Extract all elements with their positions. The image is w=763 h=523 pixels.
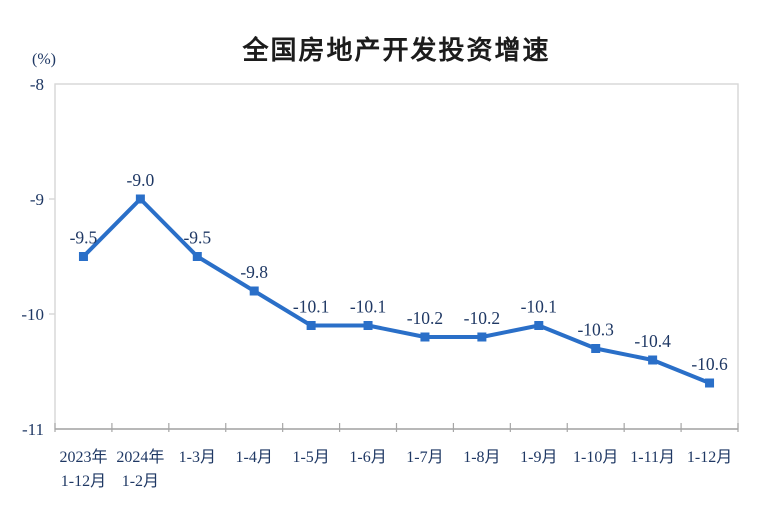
x-axis-category-label: 1-5月: [292, 449, 329, 466]
data-point-marker: [306, 321, 316, 330]
y-axis-tick-label: -11: [22, 420, 44, 439]
x-axis-category-label: 1-7月: [406, 449, 443, 466]
data-point-marker: [249, 286, 259, 296]
y-axis-tick-label: -9: [30, 190, 44, 209]
data-point-marker: [591, 344, 601, 353]
data-point-marker: [192, 252, 202, 261]
data-point-label: -10.1: [521, 297, 557, 317]
x-axis-category-label: 2023年: [59, 448, 107, 466]
plot-area-border: [54, 83, 739, 430]
data-point-label: -10.1: [350, 297, 386, 317]
x-axis-category-label: 1-4月: [236, 449, 273, 466]
data-point-label: -10.2: [464, 308, 500, 328]
data-point-marker: [648, 355, 658, 365]
chart-title: 全国房地产开发投资增速: [242, 35, 551, 65]
data-point-label: -10.2: [407, 308, 443, 328]
data-point-marker: [477, 332, 487, 342]
data-point-marker: [705, 378, 715, 388]
x-axis-category-label: 1-9月: [520, 449, 557, 466]
x-axis-category-label: 1-6月: [349, 449, 386, 466]
data-point-label: -9.5: [183, 228, 211, 248]
data-point-marker: [78, 252, 88, 261]
data-series-line: [81, 197, 712, 385]
x-axis-category-label: 1-8月: [463, 449, 500, 466]
x-axis-category-label: 1-12月: [687, 449, 732, 466]
data-point-marker: [420, 332, 430, 342]
y-axis-unit-label: (%): [32, 51, 56, 68]
data-point-label: -10.3: [577, 320, 614, 340]
data-point-label: -10.6: [691, 354, 728, 374]
data-point-label: -10.1: [293, 297, 329, 317]
x-axis-category-label: 1-11月: [630, 449, 675, 466]
data-point-marker: [135, 194, 145, 204]
data-point-label: -10.4: [634, 331, 671, 351]
data-point-label: -9.5: [70, 228, 98, 248]
x-axis-category-label: 2024年: [116, 448, 164, 466]
x-axis-category-label: 1-10月: [573, 449, 618, 466]
y-axis-tick-label: -10: [21, 305, 44, 324]
y-axis-tick-label: -8: [30, 75, 44, 94]
data-point-marker: [363, 321, 373, 330]
x-axis-category-label: 1-2月: [122, 473, 159, 490]
data-point-marker: [534, 321, 544, 330]
data-point-label: -9.0: [127, 170, 155, 190]
data-point-label: -9.8: [240, 262, 268, 282]
x-axis-category-label: 1-3月: [179, 449, 216, 466]
x-axis-category-label: 1-12月: [61, 473, 106, 490]
